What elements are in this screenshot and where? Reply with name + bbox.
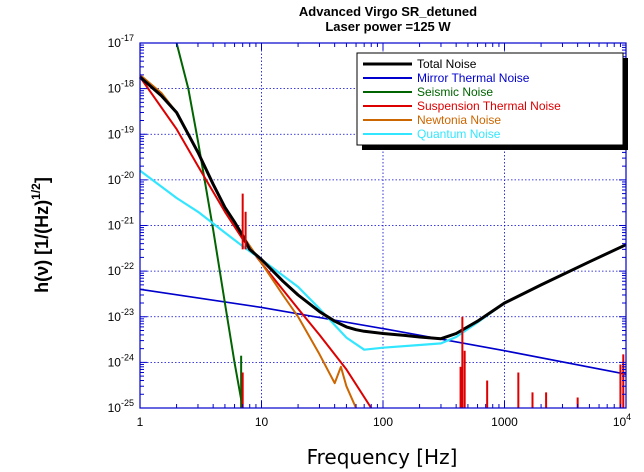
x-tick-label: 100 xyxy=(373,415,393,429)
legend-label: Suspension Thermal Noise xyxy=(417,99,561,113)
x-tick-label: 1 xyxy=(137,415,144,429)
y-tick-label: 10-24 xyxy=(108,352,134,369)
y-tick-label: 10-23 xyxy=(108,307,134,324)
chart-title-line2: Laser power =125 W xyxy=(325,19,451,34)
legend-label: Quantum Noise xyxy=(417,127,501,141)
y-axis-label-main: h(ν) [1/(Hz) xyxy=(32,200,52,293)
y-tick-label: 10-18 xyxy=(108,79,134,96)
y-axis-ticks: 10-17 10-18 10-19 10-20 10-21 10-22 10-23 10-24… xyxy=(108,33,626,415)
series-line-2 xyxy=(175,42,244,409)
x-tick-label: 1000 xyxy=(491,415,518,429)
y-axis-label-sup: 1/2 xyxy=(29,183,43,200)
y-axis-label-close: ] xyxy=(32,177,52,183)
x-axis-ticks: 1 10 100 1000 104 xyxy=(137,43,631,429)
y-tick-label: 10-17 xyxy=(108,33,134,50)
x-tick-label: 10 xyxy=(255,415,269,429)
series-line-4 xyxy=(139,74,357,409)
legend-label: Seismic Noise xyxy=(417,85,493,99)
series-line-3 xyxy=(139,76,373,409)
legend-label: Mirror Thermal Noise xyxy=(417,71,530,85)
noise-spikes xyxy=(240,193,625,408)
series-lines xyxy=(139,42,627,409)
y-tick-label: 10-20 xyxy=(108,170,134,187)
y-tick-label: 10-25 xyxy=(108,398,134,415)
x-axis-label: Frequency [Hz] xyxy=(307,445,458,469)
x-tick-label: 104 xyxy=(613,412,631,429)
y-tick-label: 10-21 xyxy=(108,216,134,233)
y-tick-label: 10-19 xyxy=(108,124,134,141)
y-axis-label: h(ν) [1/(Hz)1/2] xyxy=(29,177,52,293)
legend-label: Newtonia Noise xyxy=(417,113,501,127)
series-line-0 xyxy=(139,75,627,341)
y-tick-label: 10-22 xyxy=(108,261,134,278)
legend-box xyxy=(356,52,624,146)
legend-label: Total Noise xyxy=(417,57,477,71)
chart-title-line1: Advanced Virgo SR_detuned xyxy=(299,4,477,19)
series-line-1 xyxy=(139,288,627,375)
